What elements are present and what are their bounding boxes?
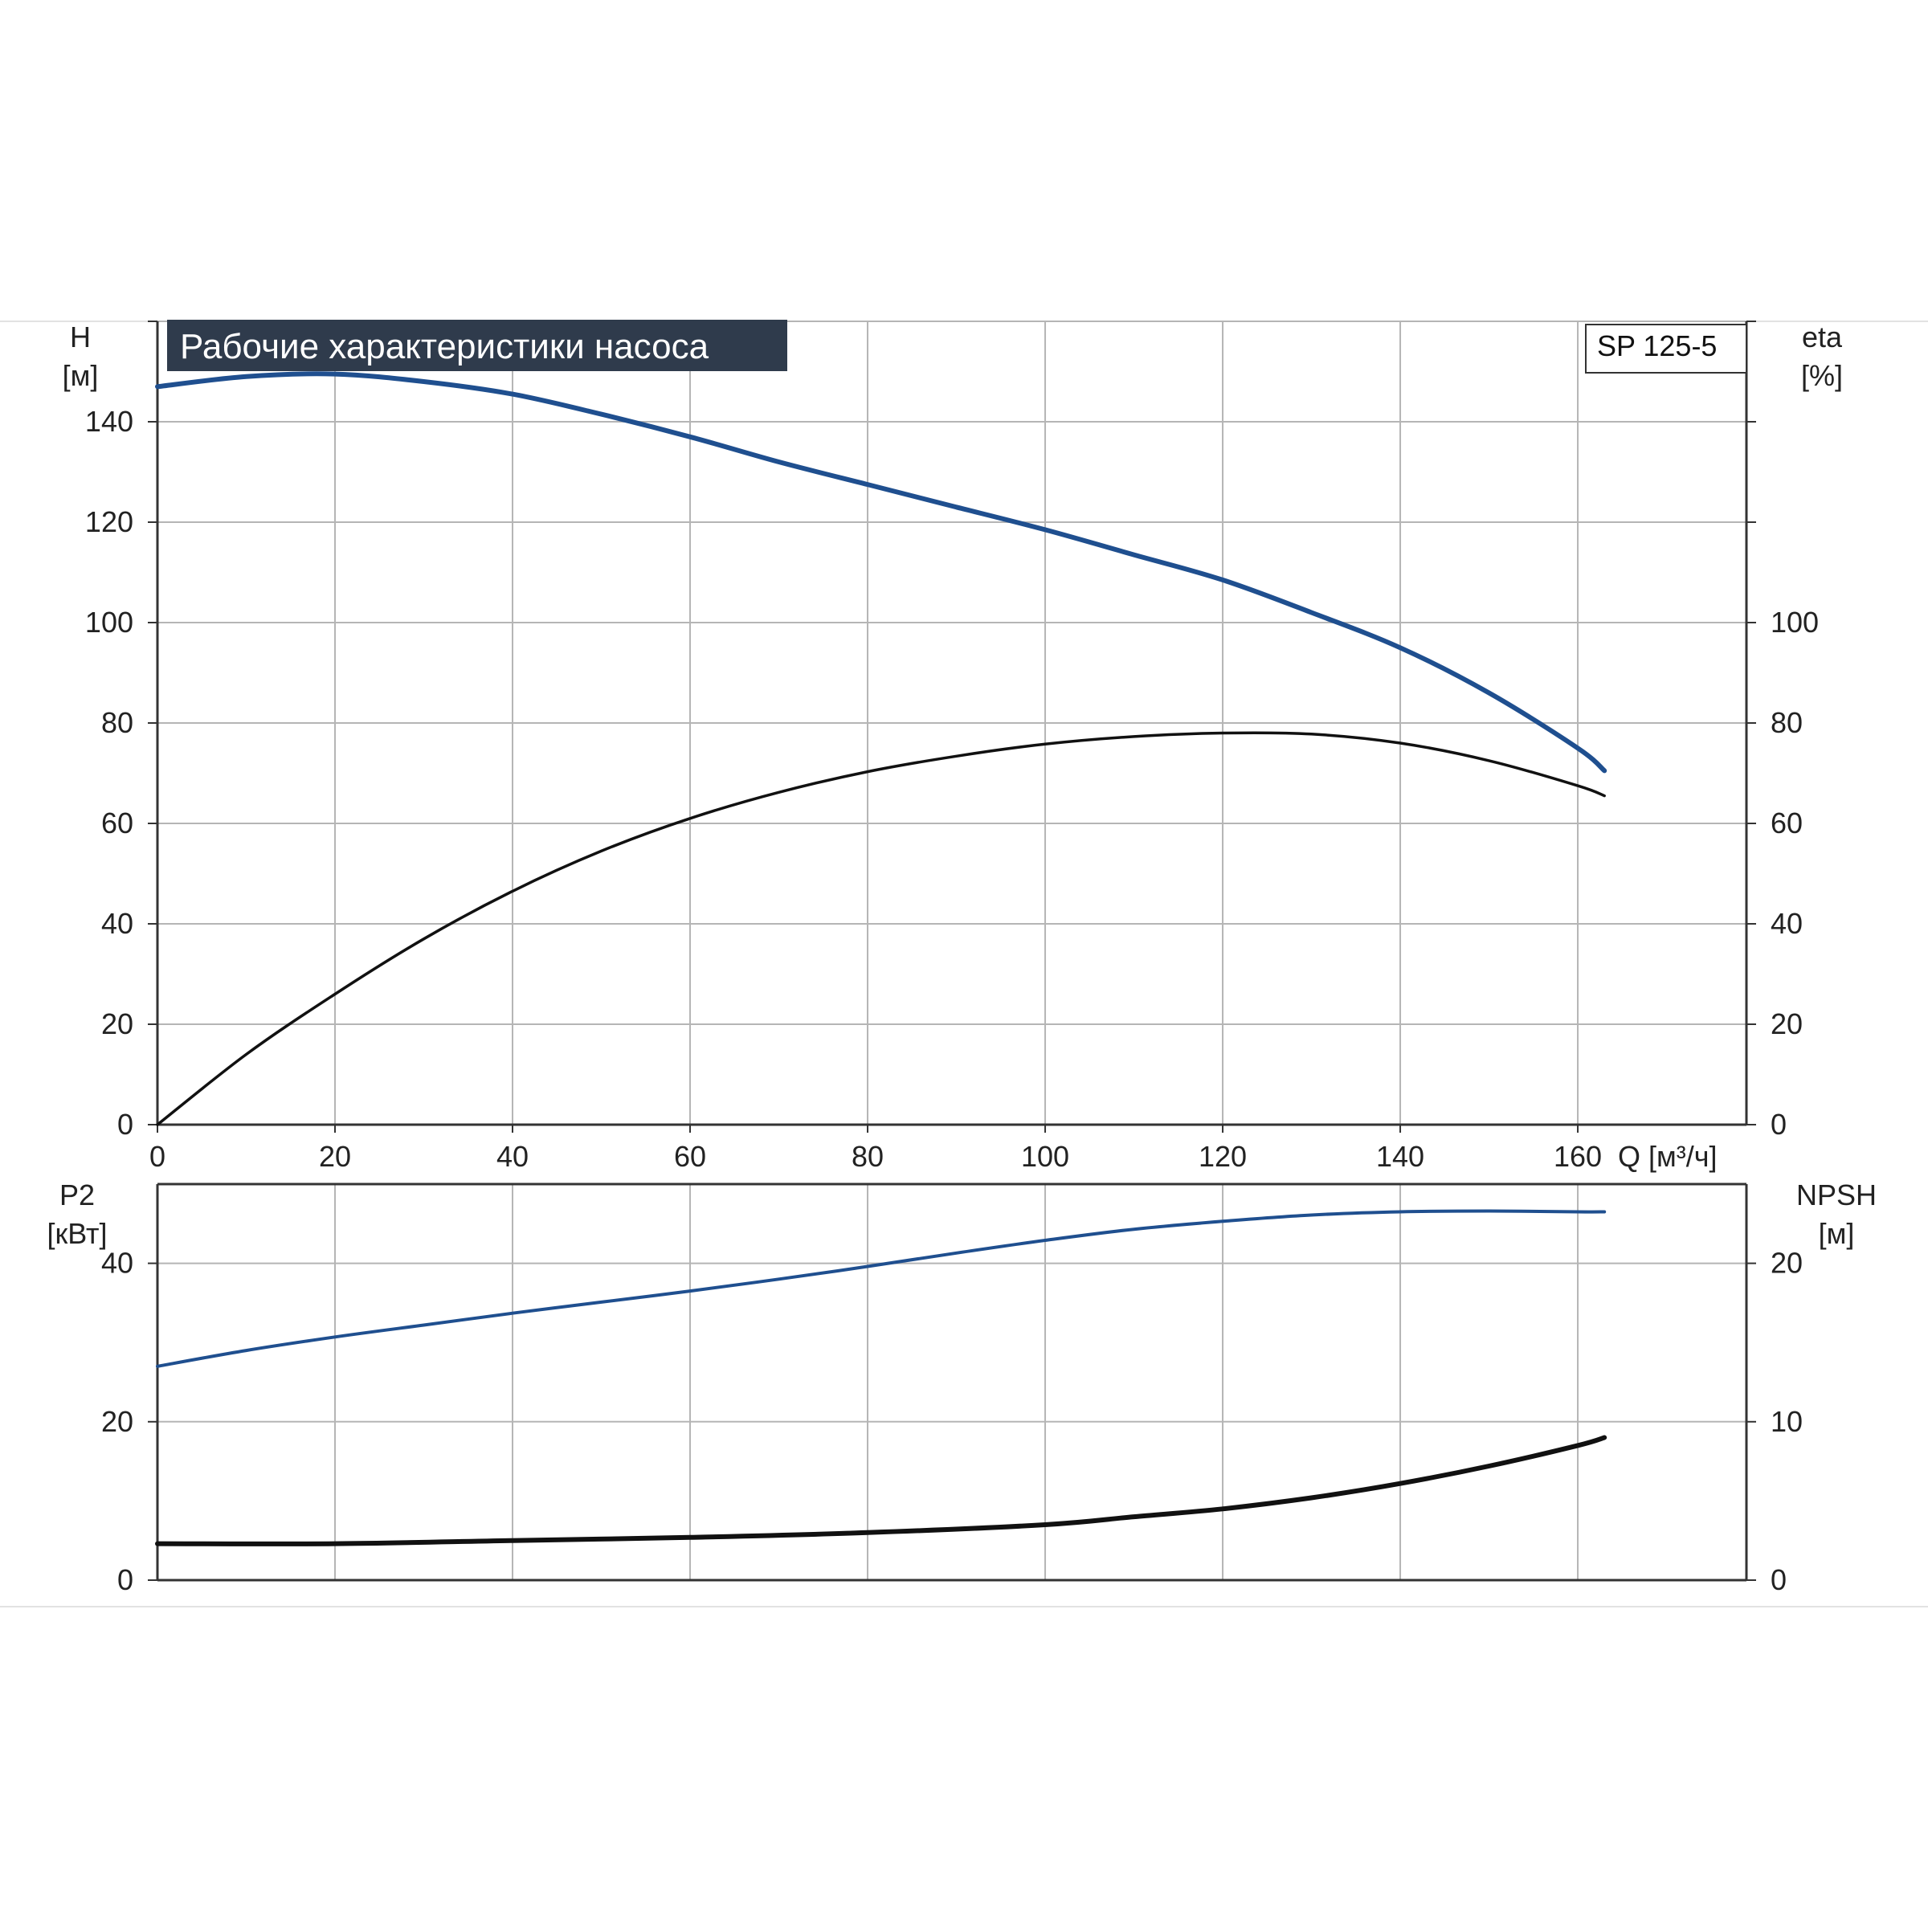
y-axis-label-left-0-1: [м] — [63, 359, 99, 392]
y-tick-label-right-0-1: 20 — [1771, 1007, 1803, 1040]
x-tick-label-0-7: 140 — [1376, 1140, 1424, 1173]
y-axis-label-left-0-0: H — [70, 321, 91, 353]
curve-npsh-1 — [155, 1435, 1607, 1546]
y-tick-label-left-1-1: 20 — [101, 1405, 133, 1438]
y-axis-label-left-1-0: P2 — [59, 1178, 95, 1211]
y-tick-label-right-0-4: 80 — [1771, 706, 1803, 739]
curve-h-0 — [155, 371, 1607, 774]
y-tick-label-left-0-0: 0 — [117, 1108, 133, 1141]
y-tick-label-left-0-2: 40 — [101, 907, 133, 940]
y-axis-label-right-1-1: [м] — [1819, 1217, 1855, 1250]
title-background — [167, 320, 787, 371]
curve-p2-1 — [156, 1209, 1607, 1368]
chart-title-box: Рабочие характеристики насоса — [167, 320, 787, 371]
y-tick-label-left-0-4: 80 — [101, 706, 133, 739]
y-tick-label-left-0-3: 60 — [101, 807, 133, 839]
model-label: SP 125-5 — [1597, 329, 1717, 362]
y-tick-label-right-0-0: 0 — [1771, 1108, 1787, 1141]
x-axis-label: Q [м³/ч] — [1618, 1140, 1718, 1173]
y-tick-label-right-0-5: 100 — [1771, 606, 1819, 639]
x-tick-label-0-5: 100 — [1021, 1140, 1069, 1173]
y-tick-label-left-1-2: 40 — [101, 1247, 133, 1280]
x-tick-label-0-4: 80 — [852, 1140, 884, 1173]
y-tick-label-left-0-7: 140 — [85, 405, 133, 438]
x-tick-label-0-3: 60 — [674, 1140, 706, 1173]
model-label-box: SP 125-5 — [1585, 324, 1747, 374]
curve-eta-0 — [156, 731, 1606, 1126]
y-axis-label-right-0-0: eta — [1802, 321, 1843, 353]
x-tick-label-0-8: 160 — [1554, 1140, 1602, 1173]
y-tick-label-left-0-5: 100 — [85, 606, 133, 639]
x-tick-label-0-2: 40 — [496, 1140, 529, 1173]
y-tick-label-right-0-2: 40 — [1771, 907, 1803, 940]
y-tick-label-right-1-2: 20 — [1771, 1247, 1803, 1280]
model-box-border — [1585, 324, 1747, 374]
y-tick-label-left-0-6: 120 — [85, 505, 133, 538]
x-tick-label-0-6: 120 — [1199, 1140, 1247, 1173]
y-tick-label-left-1-0: 0 — [117, 1563, 133, 1596]
y-tick-label-right-0-3: 60 — [1771, 807, 1803, 839]
y-axis-label-left-1-1: [кВт] — [47, 1217, 107, 1250]
x-tick-label-0-1: 20 — [319, 1140, 351, 1173]
y-axis-label-right-0-1: [%] — [1801, 359, 1843, 392]
y-tick-label-left-0-1: 20 — [101, 1007, 133, 1040]
y-tick-label-right-1-1: 10 — [1771, 1405, 1803, 1438]
y-tick-label-right-1-0: 0 — [1771, 1563, 1787, 1596]
y-axis-label-right-1-0: NPSH — [1796, 1178, 1877, 1211]
x-tick-label-0-0: 0 — [149, 1140, 165, 1173]
chart-title: Рабочие характеристики насоса — [180, 327, 709, 366]
